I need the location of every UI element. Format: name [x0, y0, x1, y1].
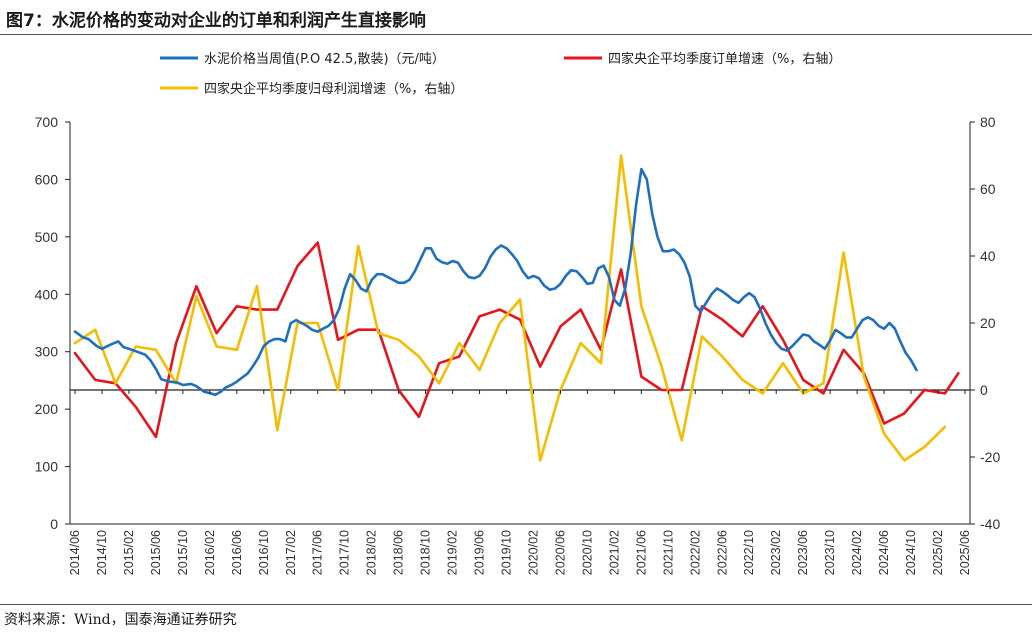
right-tick-label: -40: [980, 516, 1000, 532]
right-tick-label: 80: [980, 114, 996, 130]
series-line-orders: [73, 241, 960, 439]
x-tick-label: 2021/10: [661, 530, 675, 575]
x-tick-label: 2017/10: [338, 530, 352, 575]
left-tick-label: 700: [35, 114, 59, 130]
legend-label-profit: 四家央企平均季度归母利润增速（%，右轴）: [204, 81, 463, 97]
x-tick-label: 2017/06: [311, 530, 325, 575]
chart-canvas: 水泥价格当周值(P.O 42.5,散装)（元/吨） 四家央企平均季度订单增速（%…: [35, 51, 1001, 575]
x-tick-label: 2022/10: [742, 530, 756, 575]
left-tick-label: 200: [35, 401, 59, 417]
x-tick-label: 2021/02: [607, 530, 621, 575]
x-tick-label: 2015/06: [149, 530, 163, 575]
x-tick-label: 2014/10: [95, 530, 109, 575]
source-rule: [0, 604, 1032, 605]
x-tick-label: 2017/02: [284, 530, 298, 575]
x-tick-label: 2024/06: [877, 530, 891, 575]
x-tick-label: 2019/06: [473, 530, 487, 575]
x-tick-label: 2016/10: [257, 530, 271, 575]
x-tick-label: 2019/02: [446, 530, 460, 575]
x-tick-label: 2016/02: [203, 530, 217, 575]
right-tick-label: -20: [980, 449, 1000, 465]
title-rule: [0, 34, 1032, 35]
x-tick-label: 2014/06: [68, 530, 82, 575]
x-tick-label: 2019/10: [500, 530, 514, 575]
x-tick-label: 2020/06: [553, 530, 567, 575]
right-tick-label: 0: [980, 382, 988, 398]
source-note: 资料来源：Wind，国泰海通证券研究: [4, 612, 237, 628]
x-tick-label: 2023/02: [769, 530, 783, 575]
x-tick-label: 2023/10: [823, 530, 837, 575]
x-tick-label: 2021/06: [634, 530, 648, 575]
x-tick-label: 2018/06: [392, 530, 406, 575]
x-tick-label: 2020/10: [580, 530, 594, 575]
x-tick-label: 2022/06: [715, 530, 729, 575]
x-tick-label: 2018/02: [365, 530, 379, 575]
title-bar: 图7：水泥价格的变动对企业的订单和利润产生直接影响: [0, 0, 1032, 36]
x-tick-label: 2024/10: [904, 530, 918, 575]
x-tick-label: 2020/02: [526, 530, 540, 575]
chart-title: 图7：水泥价格的变动对企业的订单和利润产生直接影响: [6, 11, 426, 31]
legend: 水泥价格当周值(P.O 42.5,散装)（元/吨） 四家央企平均季度订单增速（%…: [160, 51, 841, 97]
x-tick-label: 2015/10: [176, 530, 190, 575]
left-tick-label: 500: [35, 229, 59, 245]
left-tick-label: 300: [35, 344, 59, 360]
left-tick-label: 0: [50, 516, 58, 532]
series-layer: [73, 154, 960, 462]
x-tick-label: 2025/02: [931, 530, 945, 575]
right-tick-label: 40: [980, 248, 996, 264]
x-tick-label: 2024/02: [850, 530, 864, 575]
axes: 0 100 200 300 400 500 600 700 -40 -20 0 20 40 60 80: [35, 114, 1001, 532]
x-tick-label: 2018/10: [419, 530, 433, 575]
series-line-cement: [73, 167, 918, 397]
left-tick-label: 100: [35, 459, 59, 475]
right-tick-label: 20: [980, 315, 996, 331]
series-line-profit: [73, 154, 947, 462]
right-tick-label: 60: [980, 181, 996, 197]
x-tick-label: 2016/06: [230, 530, 244, 575]
legend-label-orders: 四家央企平均季度订单增速（%，右轴）: [608, 51, 841, 67]
x-tick-label: 2015/02: [122, 530, 136, 575]
left-tick-label: 400: [35, 286, 59, 302]
x-axis-ticks: 2014/06 2014/10 2015/02 2015/06 2015/10 2016/…: [68, 390, 972, 575]
x-tick-label: 2022/02: [688, 530, 702, 575]
legend-label-cement: 水泥价格当周值(P.O 42.5,散装)（元/吨）: [204, 51, 445, 67]
x-tick-label: 2023/06: [796, 530, 810, 575]
x-tick-label: 2025/06: [958, 530, 972, 575]
left-tick-label: 600: [35, 171, 59, 187]
